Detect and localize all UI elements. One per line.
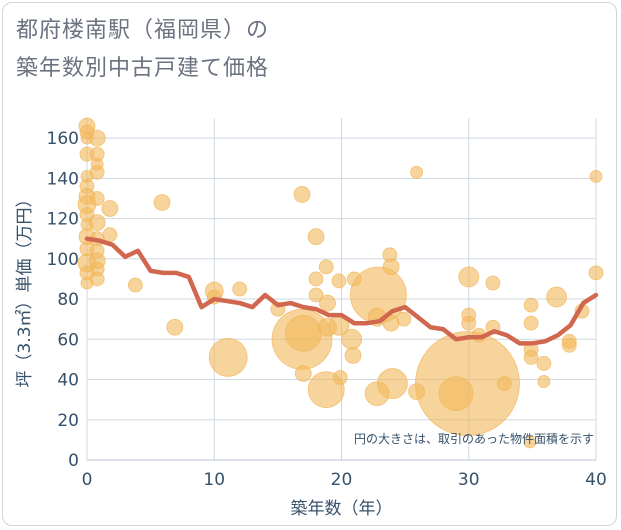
data-bubble	[319, 294, 336, 312]
data-bubble	[332, 370, 348, 385]
data-bubble	[166, 318, 184, 336]
data-bubble	[101, 200, 119, 217]
data-bubble	[102, 227, 118, 243]
grid-lines	[86, 118, 597, 461]
data-bubble	[536, 356, 552, 371]
data-bubble	[284, 314, 322, 352]
data-bubble	[396, 311, 412, 327]
x-tick-label: 10	[203, 470, 225, 490]
data-bubble	[523, 315, 539, 331]
x-axis-label: 築年数（年）	[291, 499, 393, 519]
data-bubble	[89, 271, 105, 287]
data-bubble	[376, 368, 408, 399]
axis-ticks: 0 20 40 60 80 100 120 140 160 0 10 20 30 40	[47, 129, 607, 490]
data-bubble	[458, 266, 480, 288]
data-bubble	[382, 258, 400, 276]
y-tick-label: 20	[57, 411, 79, 431]
title-line-2: 築年数別中古戸建て価格	[16, 56, 270, 81]
y-tick-label: 120	[47, 210, 79, 230]
data-bubble	[89, 191, 105, 206]
data-bubble	[89, 164, 105, 180]
data-bubble	[546, 286, 567, 308]
average-trend-line	[84, 236, 599, 346]
data-bubble	[88, 129, 106, 147]
data-bubble	[523, 435, 537, 449]
y-tick-label: 40	[57, 371, 79, 391]
data-bubble	[153, 194, 171, 211]
x-tick-label: 0	[82, 470, 93, 490]
bubble-size-note: 円の大きさは、取引のあった物件面積を示す	[354, 431, 594, 446]
data-bubble	[307, 228, 325, 246]
data-bubble	[331, 273, 347, 289]
chart-frame	[2, 2, 617, 526]
x-tick-label: 40	[585, 470, 607, 490]
data-bubble	[232, 281, 248, 297]
x-tick-label: 20	[331, 470, 353, 490]
bubble-series	[77, 117, 604, 449]
y-tick-label: 0	[68, 451, 79, 471]
y-tick-label: 160	[47, 129, 79, 149]
y-axis-label: 坪（3.3㎡）単価（万円）	[15, 190, 35, 387]
chart-title: 都府楼南駅（福岡県）の 築年数別中古戸建て価格	[16, 12, 269, 88]
data-bubble	[308, 271, 324, 287]
data-bubble	[318, 259, 334, 275]
data-bubble	[127, 277, 143, 293]
data-bubble	[496, 376, 512, 391]
title-line-1: 都府楼南駅（福岡県）の	[16, 18, 270, 43]
data-bubble	[523, 349, 539, 365]
y-tick-label: 140	[47, 169, 79, 189]
x-tick-label: 30	[458, 470, 480, 490]
y-tick-label: 100	[47, 250, 79, 270]
data-bubble	[88, 214, 106, 232]
data-bubble	[485, 275, 501, 291]
data-bubble	[308, 287, 324, 303]
data-bubble	[410, 165, 423, 179]
trend-line	[84, 236, 599, 346]
data-bubble	[341, 328, 363, 350]
y-tick-label: 60	[57, 330, 79, 350]
data-bubble	[208, 337, 248, 377]
data-bubble	[588, 265, 604, 281]
data-bubble	[537, 375, 551, 388]
data-bubble	[344, 346, 362, 364]
data-bubble	[438, 376, 474, 412]
y-tick-label: 80	[57, 290, 79, 310]
data-bubble	[294, 365, 312, 382]
data-bubble	[293, 186, 311, 203]
data-bubble	[461, 315, 477, 331]
data-bubble	[523, 297, 539, 313]
data-bubble	[561, 337, 577, 353]
data-bubble	[589, 169, 603, 183]
